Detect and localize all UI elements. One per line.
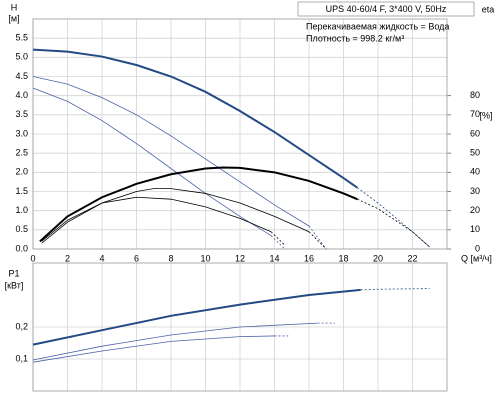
- x-tick-label: 22: [407, 253, 417, 263]
- y2-tick-label: 20: [470, 205, 480, 215]
- y-tick-label: 2.0: [15, 167, 28, 177]
- y2-tick-label: 70: [470, 109, 480, 119]
- y-tick-label: 0,1: [15, 353, 28, 363]
- curve: [308, 231, 327, 250]
- x-tick-label: 20: [373, 253, 383, 263]
- chart-title: UPS 40-60/4 F, 3*400 V, 50Hz: [326, 4, 447, 14]
- y-tick-label: 2.5: [15, 148, 28, 158]
- x-tick-label: 4: [99, 253, 104, 263]
- x-tick-label: 8: [168, 253, 173, 263]
- curve: [41, 196, 272, 242]
- curve: [32, 322, 318, 361]
- plot-frame: [32, 262, 448, 392]
- y-tick-label: 1.0: [15, 205, 28, 215]
- y-tick-label: 0,2: [15, 321, 28, 331]
- y2-tick-label: 60: [470, 128, 480, 138]
- y-tick-label: 4.0: [15, 90, 28, 100]
- x-tick-label: 14: [269, 253, 279, 263]
- y2-tick-label: 30: [470, 186, 480, 196]
- curve: [41, 188, 310, 244]
- y-tick-label: 3.5: [15, 109, 28, 119]
- y2-tick-label: 0: [475, 243, 480, 253]
- curve: [270, 231, 286, 246]
- y-axis-label: P1: [8, 268, 19, 278]
- plot-frame: [32, 18, 448, 250]
- annotation: Перекачиваемая жидкость = Вода: [306, 21, 449, 31]
- curve: [32, 87, 272, 236]
- curve: [32, 76, 310, 227]
- x-tick-label: 0: [30, 253, 35, 263]
- annotation: Плотность = 998.2 кг/м³: [306, 33, 404, 43]
- curve: [32, 48, 358, 189]
- x-tick-label: 18: [338, 253, 348, 263]
- curve: [39, 166, 358, 243]
- x-axis-label: Q [м³/ч]: [461, 253, 492, 263]
- y2-tick-label: 40: [470, 167, 480, 177]
- x-tick-label: 2: [65, 253, 70, 263]
- curve: [270, 235, 286, 250]
- y-tick-label: 5.5: [15, 33, 28, 43]
- y-tick-label: 1.5: [15, 186, 28, 196]
- y2-tick-label: 10: [470, 224, 480, 234]
- curve: [32, 288, 361, 346]
- y-tick-label: 0.5: [15, 224, 28, 234]
- curve: [357, 187, 431, 248]
- y-tick-label: 4.5: [15, 71, 28, 81]
- y-tick-label: 5.0: [15, 52, 28, 62]
- x-tick-label: 10: [200, 253, 210, 263]
- title-box: [297, 1, 475, 17]
- y-tick-label: 0.0: [15, 243, 28, 253]
- y-axis-label: H: [11, 2, 18, 12]
- x-tick-label: 6: [134, 253, 139, 263]
- x-tick-label: 16: [304, 253, 314, 263]
- y2-tick-label: 80: [470, 90, 480, 100]
- y2-axis-label: eta: [482, 4, 495, 14]
- curve: [360, 288, 430, 291]
- curve: [32, 335, 275, 363]
- y2-tick-label: 50: [470, 148, 480, 158]
- y-axis-unit: [м]: [8, 13, 19, 23]
- y2-axis-unit: [%]: [479, 110, 492, 120]
- y-tick-label: 3.0: [15, 128, 28, 138]
- curve: [308, 225, 327, 250]
- x-tick-label: 12: [235, 253, 245, 263]
- y-axis-unit: [кВт]: [5, 280, 24, 290]
